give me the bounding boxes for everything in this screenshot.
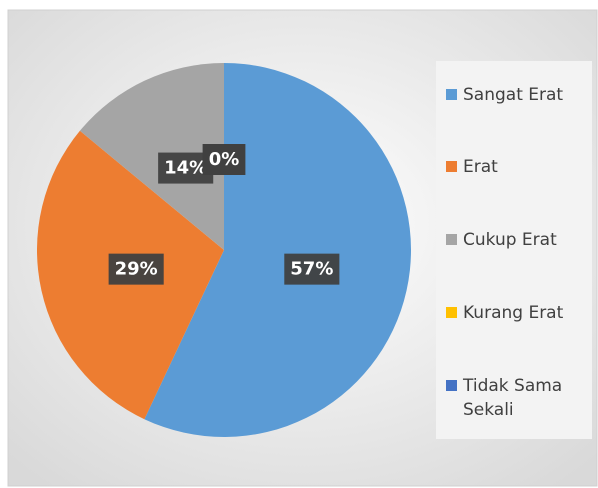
- data-label-bg: [284, 253, 340, 285]
- legend-label: Erat: [463, 157, 498, 177]
- legend-item: Tidak Sama Sekali: [446, 374, 586, 422]
- legend-label: Kurang Erat: [463, 303, 564, 323]
- legend-label: Cukup Erat: [463, 230, 557, 250]
- legend-swatch: [446, 380, 457, 391]
- legend-swatch: [446, 89, 457, 100]
- data-label: 14%: [164, 158, 207, 179]
- data-label-bg: [108, 253, 164, 285]
- legend: Sangat Erat Erat Cukup Erat Kurang Erat Tida…: [436, 61, 592, 439]
- data-label: 57%: [290, 259, 333, 280]
- legend-swatch: [446, 161, 457, 172]
- legend-item: Sangat Erat: [446, 83, 586, 107]
- legend-label: Tidak Sama Sekali: [463, 376, 563, 420]
- data-label: 29%: [115, 259, 158, 280]
- data-label-bg: [202, 144, 246, 175]
- legend-item: Erat: [446, 155, 586, 179]
- data-label: 0%: [209, 149, 240, 170]
- legend-swatch: [446, 307, 457, 318]
- legend-swatch: [446, 234, 457, 245]
- legend-item: Cukup Erat: [446, 228, 586, 252]
- legend-item: Kurang Erat: [446, 301, 586, 325]
- slice: [79, 62, 224, 250]
- slice: [144, 63, 411, 437]
- legend-label: Sangat Erat: [463, 85, 564, 105]
